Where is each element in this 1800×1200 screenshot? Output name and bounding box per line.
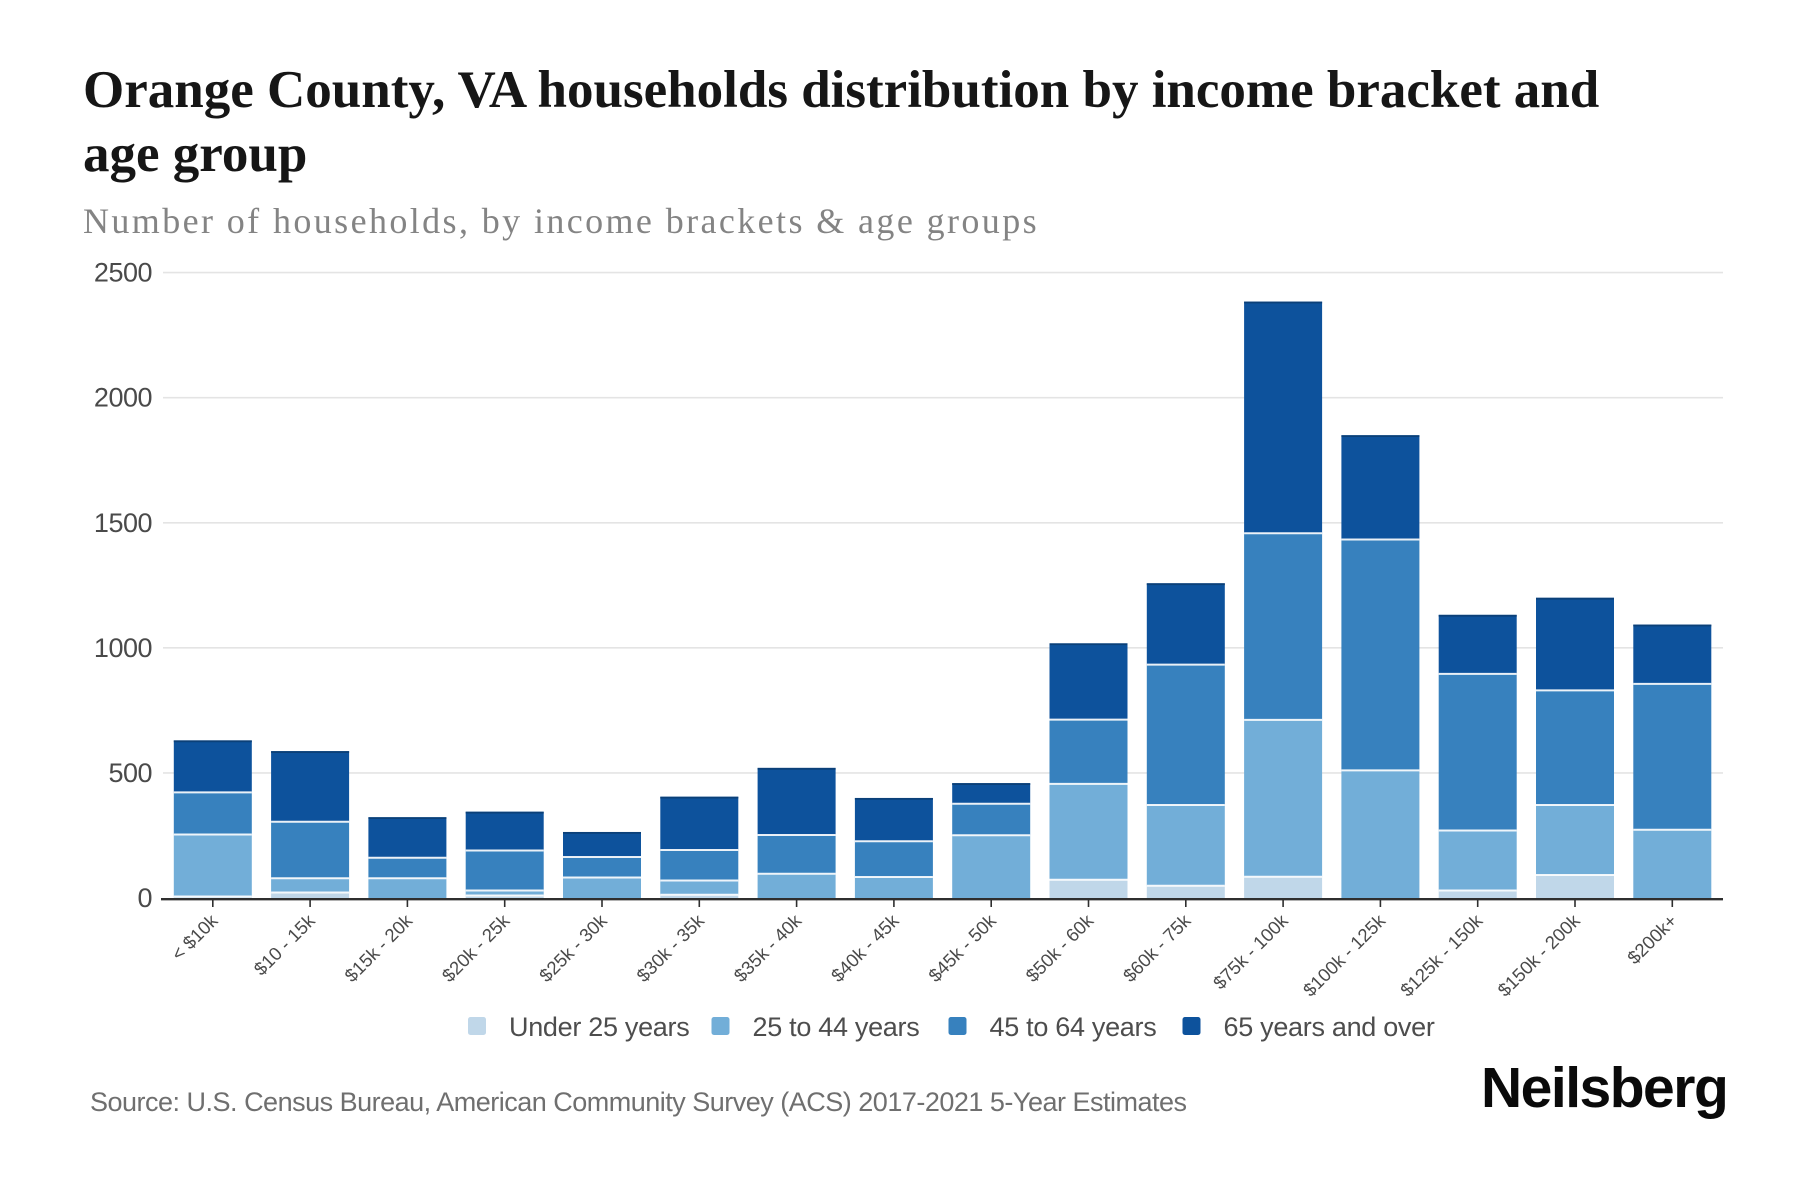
svg-text:45 to 64 years: 45 to 64 years (990, 1012, 1157, 1042)
svg-text:1000: 1000 (94, 633, 152, 663)
svg-text:Source: U.S. Census Bureau, Am: Source: U.S. Census Bureau, American Com… (90, 1087, 1187, 1117)
svg-text:2000: 2000 (94, 383, 152, 413)
svg-text:Neilsberg: Neilsberg (1481, 1056, 1727, 1120)
svg-text:65 years and over: 65 years and over (1224, 1012, 1435, 1042)
svg-text:500: 500 (108, 758, 152, 788)
svg-text:Orange County, VA households d: Orange County, VA households distributio… (83, 61, 1599, 119)
svg-text:2500: 2500 (94, 258, 152, 288)
svg-text:Number of households, by incom: Number of households, by income brackets… (83, 201, 1039, 241)
svg-text:Under 25 years: Under 25 years (509, 1012, 689, 1042)
svg-text:1500: 1500 (94, 508, 152, 538)
svg-text:0: 0 (137, 883, 152, 913)
svg-text:25 to 44 years: 25 to 44 years (753, 1012, 920, 1042)
svg-text:age group: age group (83, 125, 307, 183)
